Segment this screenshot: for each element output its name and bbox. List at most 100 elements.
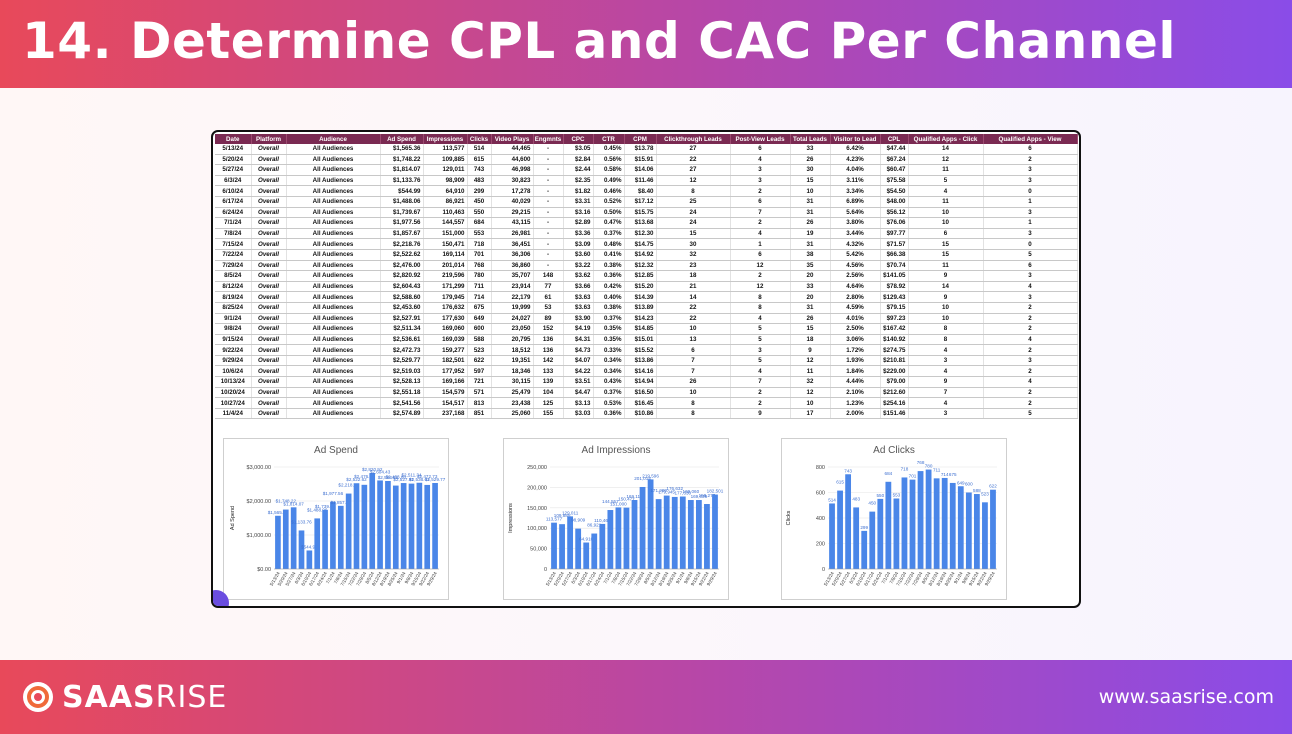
- column-header: Total Leads: [790, 134, 831, 144]
- table-row: 10/6/24 Overall All Audiences $2,519.03 177,…: [215, 365, 1078, 378]
- table-cell: $13.89: [624, 302, 657, 314]
- table-cell: $76.06: [880, 217, 909, 229]
- table-cell: 182,501: [423, 355, 468, 367]
- table-cell: All Audiences: [286, 238, 381, 250]
- table-cell: 36,860: [491, 260, 534, 272]
- table-cell: 22,179: [491, 291, 534, 303]
- table-cell: All Audiences: [286, 408, 381, 420]
- table-cell: 219,596: [423, 270, 468, 282]
- data-label: 151,000: [610, 501, 627, 506]
- table-row: 10/13/24 Overall All Audiences $2,528.13 169…: [215, 376, 1078, 388]
- table-cell: 3: [983, 270, 1078, 282]
- table-cell: 22: [656, 302, 731, 314]
- table-row: 8/5/24 Overall All Audiences $2,820.92 219,5…: [215, 270, 1078, 282]
- y-tick-label: 0: [822, 567, 825, 573]
- table-row: 7/1/24 Overall All Audiences $1,977.56 144,5…: [215, 217, 1078, 229]
- table-cell: 150,471: [423, 238, 468, 250]
- data-label: $1,739.67: [315, 504, 336, 509]
- table-cell: 0.41%: [593, 249, 625, 261]
- data-label: $2,820.92: [362, 467, 383, 472]
- table-cell: $1,565.36: [380, 144, 424, 155]
- table-cell: 40,029: [491, 196, 534, 208]
- table-cell: -: [533, 185, 564, 197]
- table-cell: $141.05: [880, 270, 909, 282]
- table-cell: 4.23%: [830, 154, 881, 166]
- table-cell: 4.64%: [830, 281, 881, 293]
- ad-spend-chart-svg: Ad Spend Ad Spend $0.00 $1,000.00 $2,000.00 $…: [230, 445, 446, 587]
- table-cell: -: [533, 249, 564, 261]
- column-header: Platform: [251, 134, 287, 144]
- bar: [877, 498, 884, 569]
- table-cell: 12: [730, 281, 791, 293]
- table-cell: $3.60: [563, 249, 594, 261]
- y-tick-label: 150,000: [527, 506, 547, 512]
- table-cell: 9/29/24: [215, 355, 252, 367]
- table-cell: 2: [983, 397, 1078, 409]
- table-cell: $1,814.07: [380, 164, 424, 176]
- spreadsheet-screenshot: Date Platform Audience Ad Spend Impressions C…: [211, 130, 1081, 608]
- table-cell: 2: [983, 154, 1078, 166]
- y-tick-label: 250,000: [527, 465, 547, 471]
- column-header: Date: [215, 134, 252, 144]
- table-cell: 3: [730, 344, 791, 356]
- table-cell: 597: [467, 365, 492, 378]
- table-cell: $15.01: [624, 334, 657, 346]
- ad-spend-chart: Ad Spend Ad Spend $0.00 $1,000.00 $2,000.00 $…: [223, 438, 449, 600]
- table-cell: Overall: [251, 323, 287, 335]
- table-cell: 3: [983, 291, 1078, 303]
- y-tick-label: 400: [816, 516, 825, 522]
- table-cell: 8: [908, 334, 984, 346]
- table-cell: $3.16: [563, 207, 594, 219]
- bar: [361, 484, 368, 569]
- data-label: 622: [989, 484, 997, 489]
- table-cell: 24: [656, 217, 731, 229]
- table-cell: All Audiences: [286, 260, 381, 272]
- data-label: 169,114: [626, 494, 643, 499]
- bar: [869, 511, 876, 569]
- data-label: 711: [933, 467, 941, 472]
- table-cell: 6/24/24: [215, 207, 252, 219]
- table-cell: Overall: [251, 144, 287, 155]
- table-cell: $13.86: [624, 355, 657, 367]
- data-label: 219,596: [642, 473, 659, 478]
- website-url[interactable]: www.saasrise.com: [1098, 686, 1274, 708]
- table-cell: 2.50%: [830, 323, 881, 335]
- bar: [575, 528, 582, 569]
- table-cell: 4: [730, 154, 791, 166]
- table-cell: 110,463: [423, 207, 468, 219]
- bar: [583, 542, 590, 569]
- table-cell: 8/25/24: [215, 302, 252, 314]
- x-tick-label: 7/8/24: [889, 571, 900, 585]
- data-table: Date Platform Audience Ad Spend Impressions C…: [215, 134, 1078, 420]
- table-cell: $3.09: [563, 238, 594, 250]
- logo-text-bold: SAAS: [62, 679, 156, 715]
- data-label: $2,218.76: [338, 483, 359, 488]
- table-cell: 10/20/24: [215, 387, 252, 399]
- data-label: 701: [909, 474, 917, 479]
- table-cell: 152: [533, 323, 564, 335]
- table-cell: -: [533, 144, 564, 155]
- table-cell: 136: [533, 344, 564, 356]
- data-label: 588: [973, 488, 981, 493]
- table-cell: 27: [656, 144, 731, 155]
- table-cell: $48.00: [880, 196, 909, 208]
- data-label: $1,748.22: [276, 499, 297, 504]
- table-row: 9/1/24 Overall All Audiences $2,527.91 177,6…: [215, 313, 1078, 325]
- data-label: 684: [885, 471, 893, 476]
- x-tick-label: 9/8/24: [683, 571, 694, 585]
- table-cell: $254.16: [880, 397, 909, 409]
- table-cell: 6: [908, 228, 984, 240]
- table-cell: $3.22: [563, 260, 594, 272]
- table-cell: $14.39: [624, 291, 657, 303]
- table-cell: Overall: [251, 334, 287, 346]
- table-cell: 23,914: [491, 281, 534, 293]
- table-cell: -: [533, 154, 564, 166]
- x-tick-label: 9/8/24: [404, 571, 415, 585]
- table-cell: $2,511.34: [380, 323, 424, 335]
- table-cell: Overall: [251, 249, 287, 261]
- table-row: 5/20/24 Overall All Audiences $1,748.22 109,…: [215, 154, 1078, 166]
- saasrise-logo[interactable]: SAASRISE: [22, 677, 227, 717]
- table-cell: 23: [656, 260, 731, 272]
- table-cell: $229.00: [880, 365, 909, 378]
- table-row: 5/13/24 Overall All Audiences $1,565.36 113,…: [215, 144, 1078, 155]
